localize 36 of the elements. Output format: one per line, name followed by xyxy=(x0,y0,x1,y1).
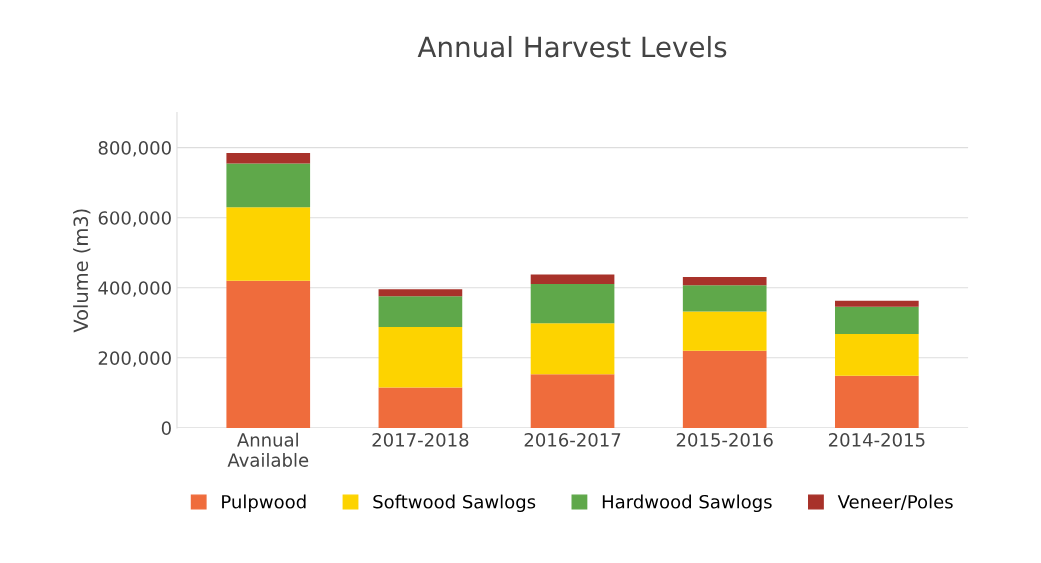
bar xyxy=(530,283,615,324)
bar xyxy=(378,326,463,388)
bar xyxy=(682,285,767,312)
bar xyxy=(530,323,615,375)
bar xyxy=(226,163,311,208)
x-tick-label: 2014-2015 xyxy=(828,433,925,447)
x-tick-label: 2015-2016 xyxy=(676,433,773,447)
bar xyxy=(378,289,463,297)
bar xyxy=(226,152,311,164)
bar xyxy=(682,311,767,351)
bar xyxy=(682,276,767,286)
y-tick-label: 200,000 xyxy=(98,351,171,367)
bar xyxy=(835,334,919,376)
legend-label: Pulpwood xyxy=(222,494,306,513)
x-tick-label: 2016-2017 xyxy=(524,433,621,447)
y-tick-label: 400,000 xyxy=(98,281,171,297)
y-tick-label: 0 xyxy=(161,421,171,435)
y-tick-label: 800,000 xyxy=(98,141,171,157)
bar xyxy=(378,387,463,428)
bar xyxy=(835,300,919,307)
y-tick-label: 600,000 xyxy=(98,211,171,227)
legend-label: Hardwood Sawlogs xyxy=(602,494,772,513)
legend-label: Veneer/Poles xyxy=(837,494,953,510)
bar xyxy=(835,306,919,334)
bar xyxy=(682,350,767,428)
bar xyxy=(835,375,919,428)
y-axis-title: Volume (m3) xyxy=(73,209,91,333)
x-tick-label: 2017-2018 xyxy=(372,433,469,447)
bar xyxy=(226,280,311,428)
bar xyxy=(378,296,463,327)
bar xyxy=(530,274,615,284)
bar xyxy=(226,207,311,281)
x-tick-label: Annual Available xyxy=(227,432,309,467)
chart-title: Annual Harvest Levels xyxy=(417,35,727,58)
legend-label: Softwood Sawlogs xyxy=(373,494,536,513)
bar xyxy=(530,374,615,428)
